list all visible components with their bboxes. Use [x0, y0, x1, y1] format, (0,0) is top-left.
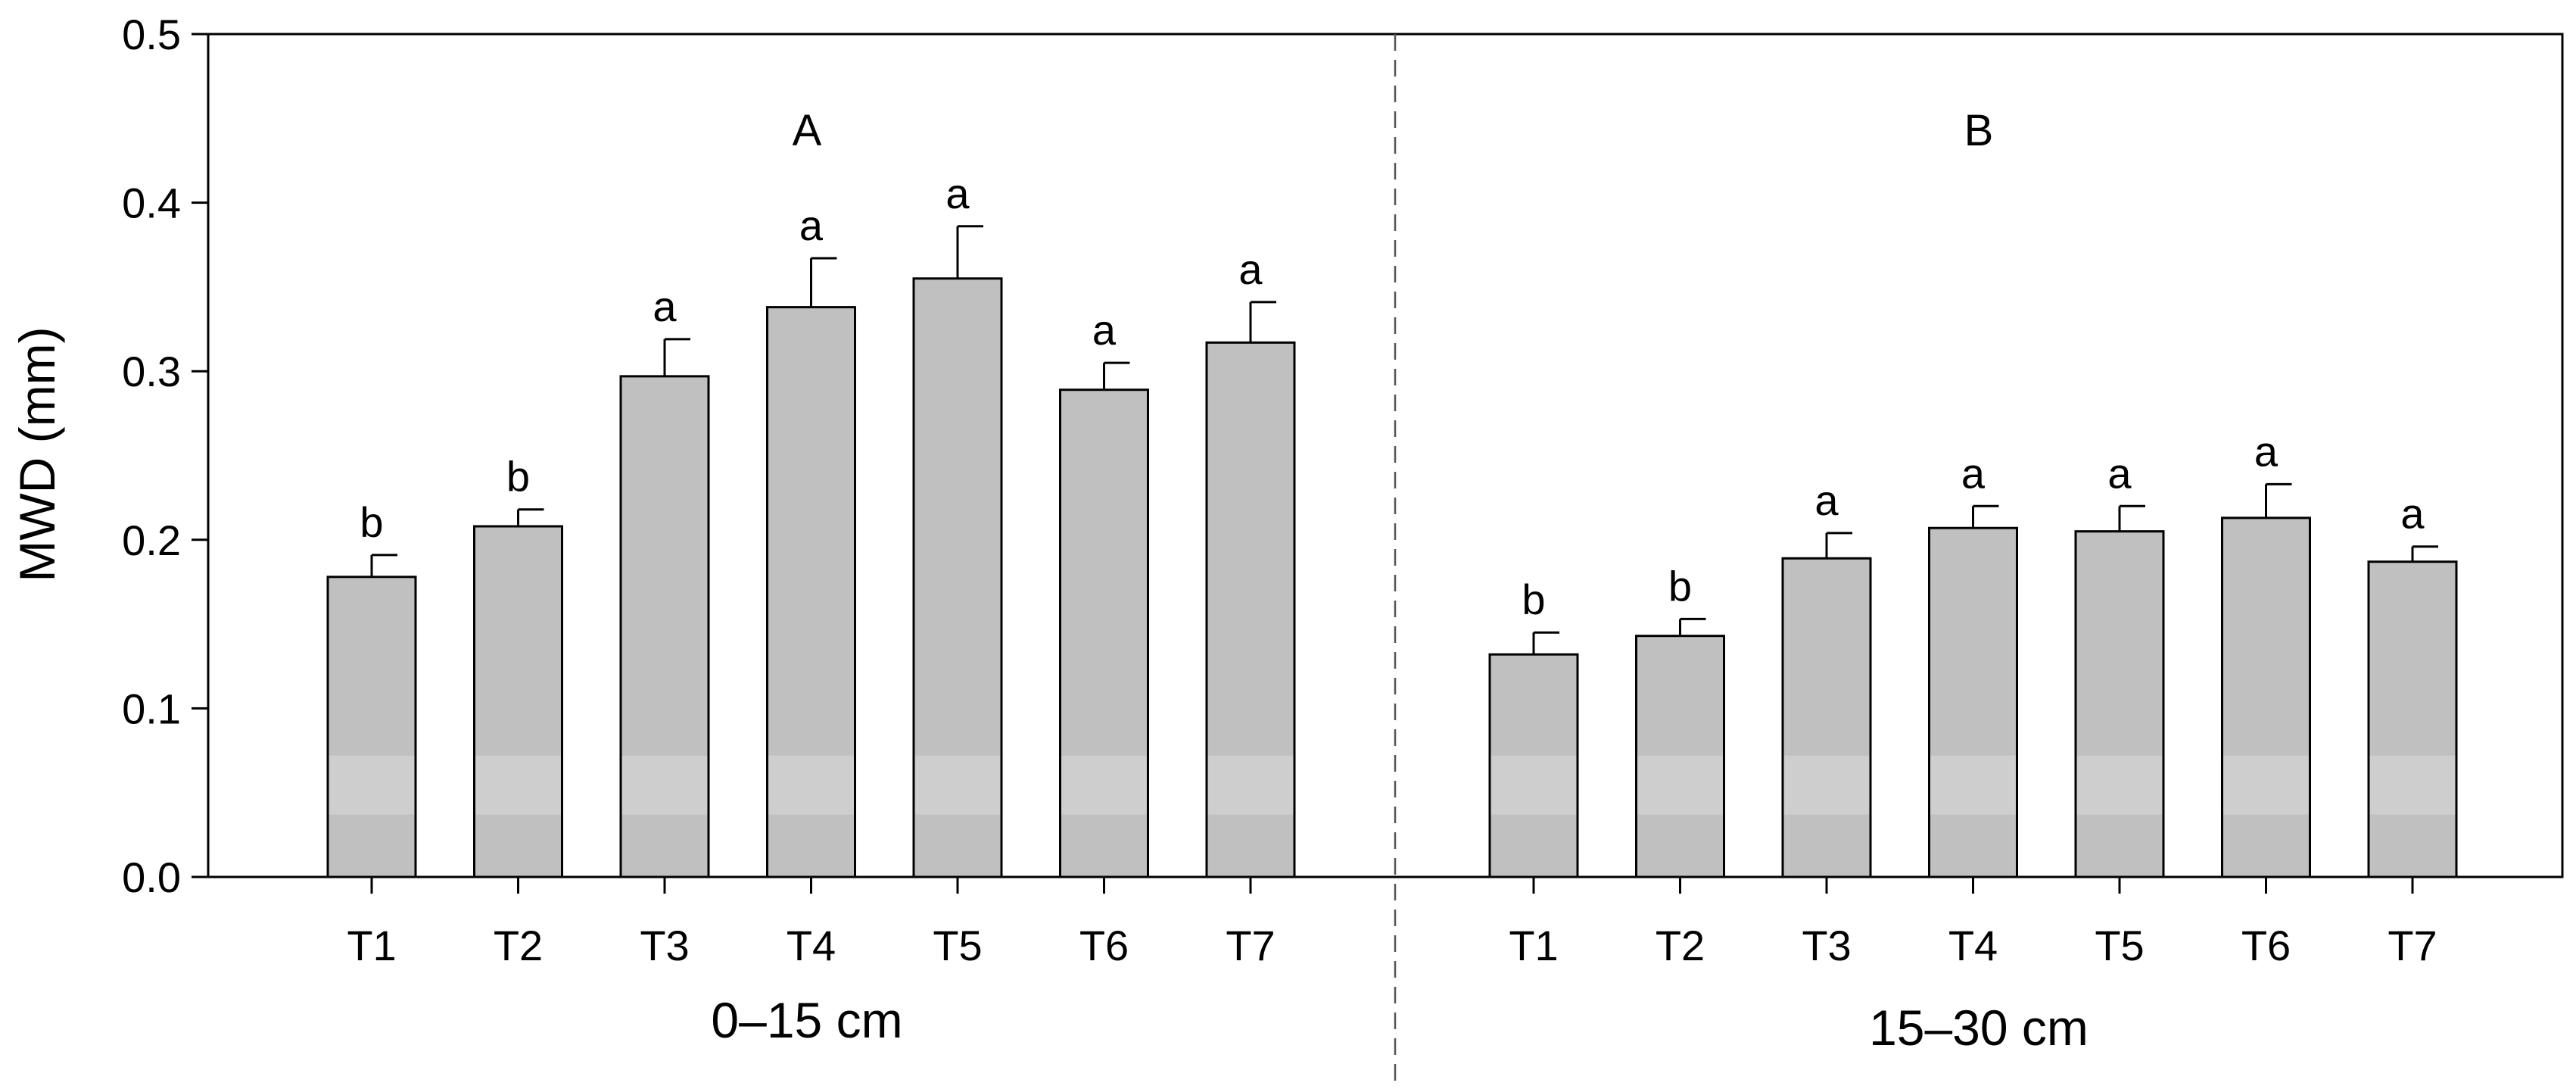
- significance-label: a: [653, 282, 677, 330]
- bar: [1929, 528, 2017, 877]
- bar-band: [1060, 755, 1148, 815]
- x-tick-label: T2: [1656, 922, 1705, 969]
- x-tick-label: T7: [1226, 922, 1275, 969]
- x-tick-label: T4: [787, 922, 836, 969]
- significance-label: a: [1814, 476, 1839, 524]
- depth-label: 0–15 cm: [711, 992, 902, 1048]
- bar-band: [1783, 755, 1870, 815]
- panel-label: B: [1964, 106, 1994, 155]
- x-tick-label: T1: [347, 922, 396, 969]
- y-tick-label: 0.4: [122, 179, 181, 227]
- y-tick-label: 0.2: [122, 516, 181, 564]
- depth-label: 15–30 cm: [1869, 1000, 2089, 1056]
- x-tick-label: T3: [1802, 922, 1851, 969]
- x-tick-label: T6: [1079, 922, 1129, 969]
- bar: [2222, 517, 2310, 877]
- bar-band: [2076, 755, 2163, 815]
- significance-label: a: [799, 201, 824, 249]
- significance-label: a: [1961, 449, 1986, 497]
- x-tick-label: T5: [933, 922, 982, 969]
- y-tick-label: 0.0: [122, 853, 181, 901]
- y-tick-label: 0.5: [122, 11, 181, 58]
- x-tick-label: T3: [640, 922, 689, 969]
- significance-label: a: [2400, 490, 2425, 538]
- y-tick-label: 0.1: [122, 685, 181, 732]
- y-axis-title: MWD (mm): [9, 326, 65, 582]
- bar-band: [328, 755, 416, 815]
- bar-band: [914, 755, 1001, 815]
- bar: [1783, 558, 1870, 877]
- significance-label: b: [506, 453, 530, 501]
- x-tick-label: T1: [1509, 922, 1558, 969]
- bar-band: [621, 755, 709, 815]
- bar: [328, 576, 416, 877]
- significance-label: b: [1668, 562, 1692, 610]
- x-tick-label: T4: [1948, 922, 1998, 969]
- significance-label: a: [2107, 449, 2132, 497]
- bar-band: [2222, 755, 2310, 815]
- bar-band: [1207, 755, 1294, 815]
- x-tick-label: T6: [2241, 922, 2291, 969]
- y-tick-label: 0.3: [122, 348, 181, 395]
- x-tick-label: T2: [494, 922, 543, 969]
- significance-label: b: [360, 498, 383, 546]
- bar: [2369, 561, 2456, 877]
- significance-label: a: [945, 170, 970, 217]
- x-tick-label: T5: [2095, 922, 2144, 969]
- significance-label: a: [2254, 427, 2279, 475]
- bar-band: [1490, 755, 1578, 815]
- bar: [2076, 531, 2163, 877]
- significance-label: b: [1522, 576, 1545, 623]
- bar-band: [2369, 755, 2456, 815]
- bar-band: [474, 755, 562, 815]
- panel-label: A: [793, 106, 822, 155]
- plot-frame: [207, 33, 2564, 878]
- bar: [474, 526, 562, 877]
- significance-label: a: [1238, 245, 1263, 293]
- x-tick-label: T7: [2388, 922, 2437, 969]
- bar-band: [1929, 755, 2017, 815]
- bar-band: [767, 755, 855, 815]
- bar-band: [1636, 755, 1724, 815]
- significance-label: a: [1092, 306, 1117, 354]
